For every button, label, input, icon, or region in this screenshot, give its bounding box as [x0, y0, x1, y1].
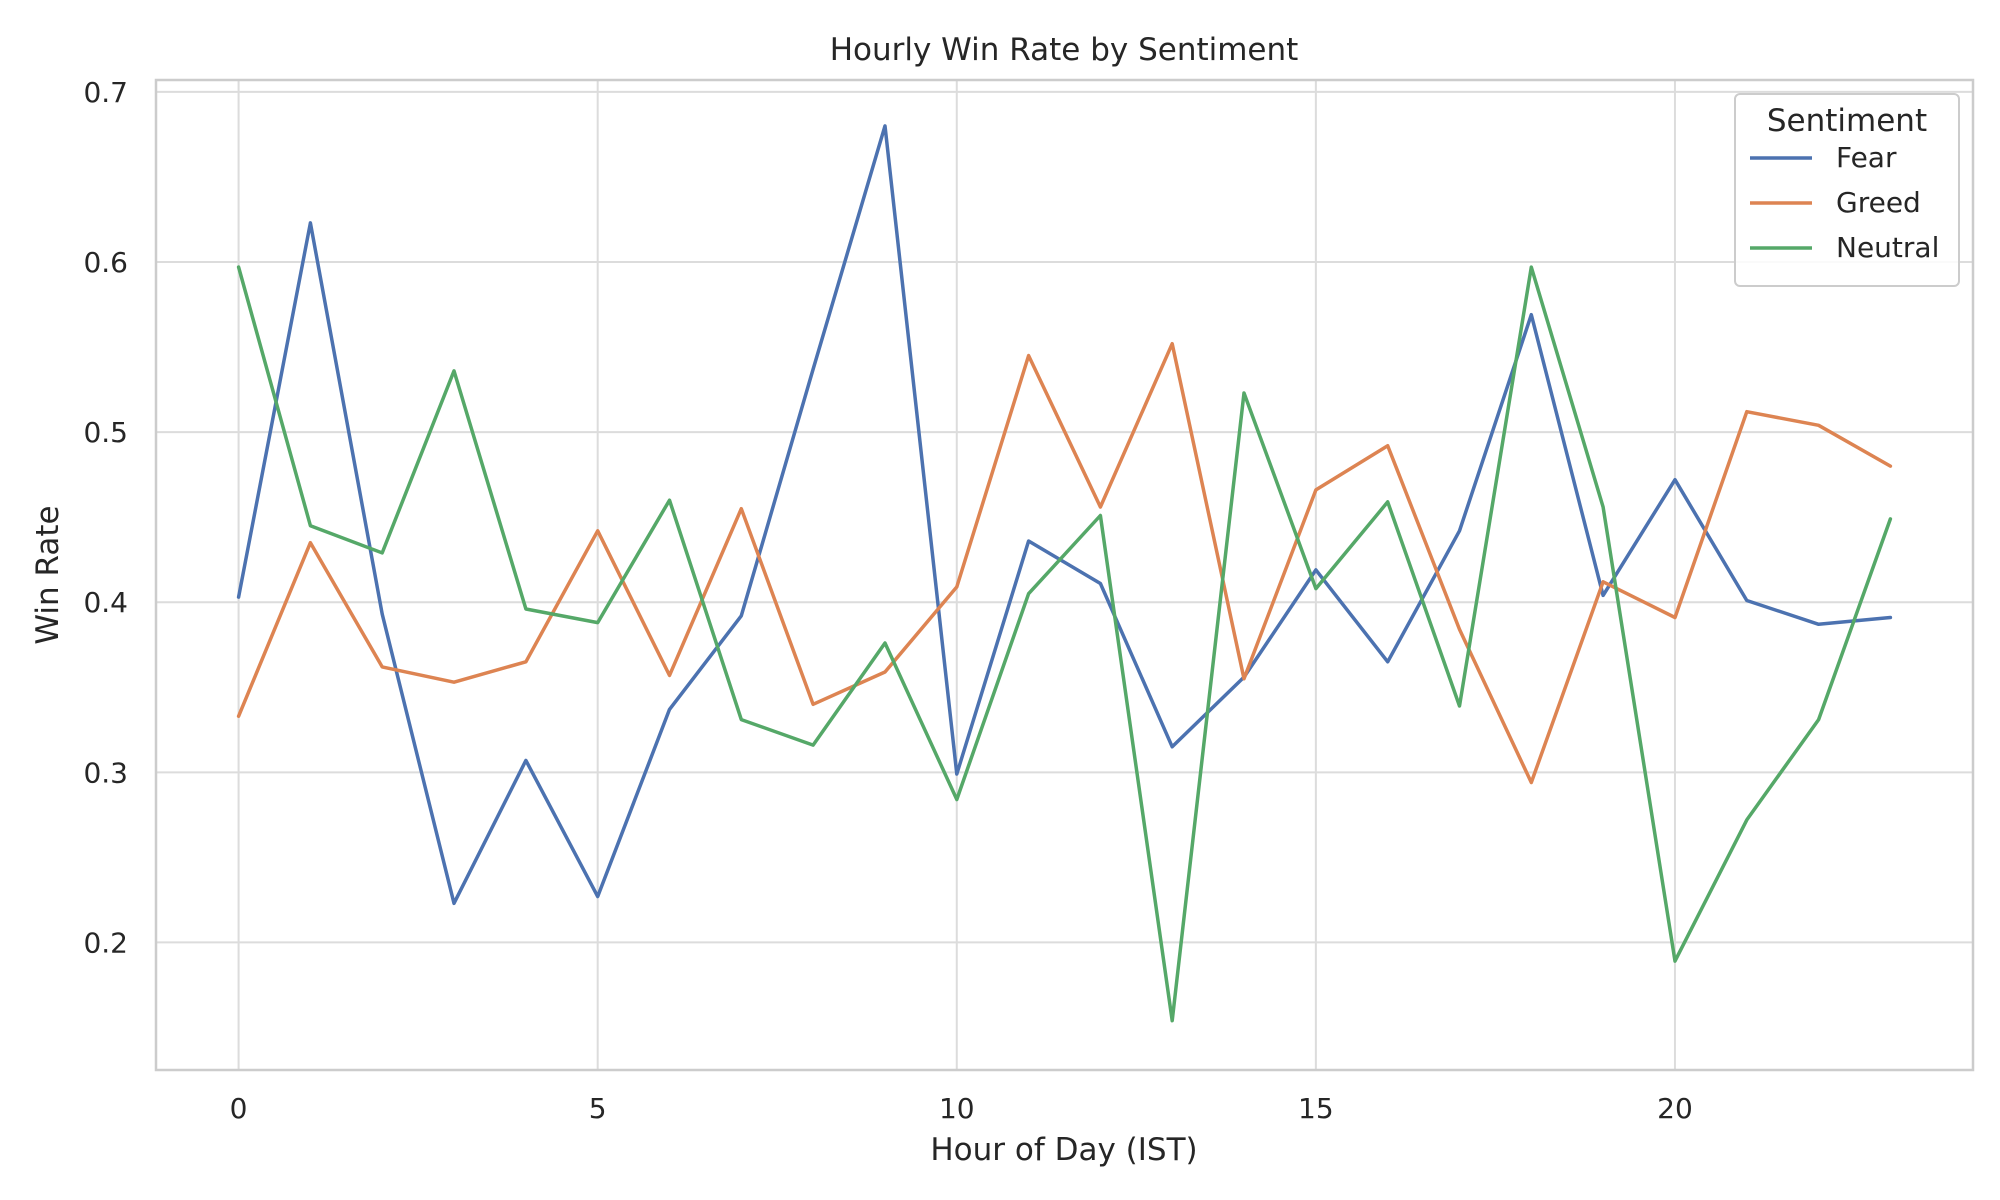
series-line-neutral — [236, 265, 1893, 1023]
legend-label-greed: Greed — [1836, 186, 1921, 219]
series-layer — [236, 124, 1893, 1023]
y-axis-title: Win Rate — [30, 505, 66, 644]
legend-label-neutral: Neutral — [1836, 231, 1939, 264]
y-tick-label: 0.5 — [83, 416, 128, 449]
legend: Sentiment Fear Greed Neutral — [1734, 93, 1960, 287]
x-tick-label: 20 — [1657, 1092, 1693, 1125]
chart-title: Hourly Win Rate by Sentiment — [830, 32, 1299, 68]
legend-title: Sentiment — [1767, 103, 1927, 139]
x-tick-label: 5 — [589, 1092, 607, 1125]
y-tick-label: 0.7 — [83, 76, 128, 109]
plot-frame — [154, 78, 1975, 1072]
y-tick-label: 0.4 — [83, 586, 128, 619]
x-tick-label: 0 — [230, 1092, 248, 1125]
x-gridlines — [237, 80, 1676, 1070]
y-tick-labels: 0.2 0.3 0.4 0.5 0.6 0.7 — [83, 76, 128, 960]
legend-items: Fear Greed Neutral — [1750, 141, 1939, 264]
x-tick-labels: 0 5 10 15 20 — [230, 1092, 1693, 1125]
y-tick-label: 0.3 — [83, 756, 128, 789]
y-tick-label: 0.6 — [83, 246, 128, 279]
x-tick-label: 15 — [1298, 1092, 1334, 1125]
x-axis-title: Hour of Day (IST) — [930, 1132, 1197, 1168]
y-tick-label: 0.2 — [83, 926, 128, 959]
x-tick-label: 10 — [939, 1092, 975, 1125]
legend-label-fear: Fear — [1836, 141, 1897, 174]
legend-box — [1734, 93, 1960, 287]
